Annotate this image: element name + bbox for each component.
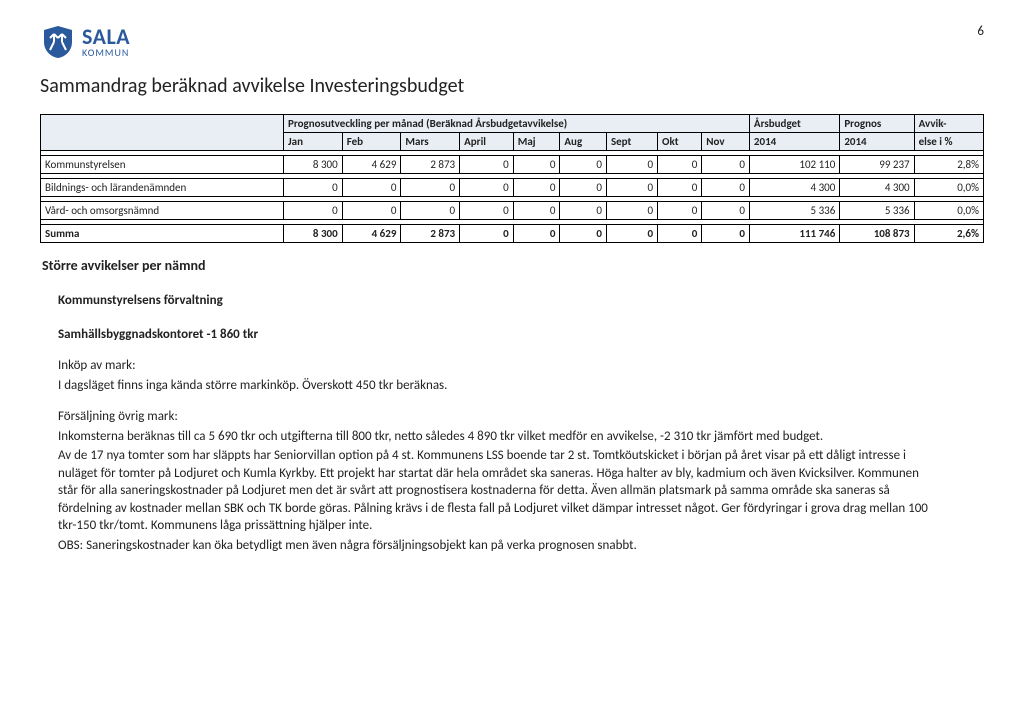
body-text: Kommunstyrelsens förvaltning Samhällsbyg… [58,292,938,555]
col-prognos: Prognos [840,115,914,133]
body-p1a: Inköp av mark: [58,357,938,375]
budget-table: Prognosutveckling per månad (Beräknad År… [40,114,984,243]
page-number: 6 [977,24,984,39]
table-row: Kommunstyrelsen 8 300 4 629 2 873 0 0 0 … [41,156,984,174]
header: SALA KOMMUN 6 [40,24,984,60]
page-title: Sammandrag beräknad avvikelse Investerin… [40,74,984,98]
table-sum-row: Summa 8 300 4 629 2 873 0 0 0 0 0 0 111 … [41,225,984,243]
table-row: Bildnings- och lärandenämnden 0 0 0 0 0 … [41,179,984,197]
shield-icon [40,24,76,60]
body-p2c: Av de 17 nya tomter som har släppts har … [58,447,938,535]
body-h2: Samhällsbyggnadskontoret -1 860 tkr [58,326,938,344]
body-p2a: Försäljning övrig mark: [58,408,938,426]
table-row: Vård- och omsorgsnämnd 0 0 0 0 0 0 0 0 0… [41,202,984,220]
col-blank [41,115,284,151]
col-group-header: Prognosutveckling per månad (Beräknad År… [284,115,750,133]
logo: SALA KOMMUN [40,24,130,60]
col-arsbudget: Årsbudget [749,115,839,133]
col-avvik: Avvik- [914,115,983,133]
body-p1b: I dagsläget finns inga kända större mark… [58,377,938,395]
section-subtitle: Större avvikelser per nämnd [42,257,984,274]
body-p2d: OBS: Saneringskostnader kan öka betydlig… [58,537,938,555]
body-h1: Kommunstyrelsens förvaltning [58,292,938,310]
logo-main: SALA [82,26,130,48]
body-p2b: Inkomsterna beräknas till ca 5 690 tkr o… [58,428,938,446]
logo-sub: KOMMUN [82,48,130,58]
